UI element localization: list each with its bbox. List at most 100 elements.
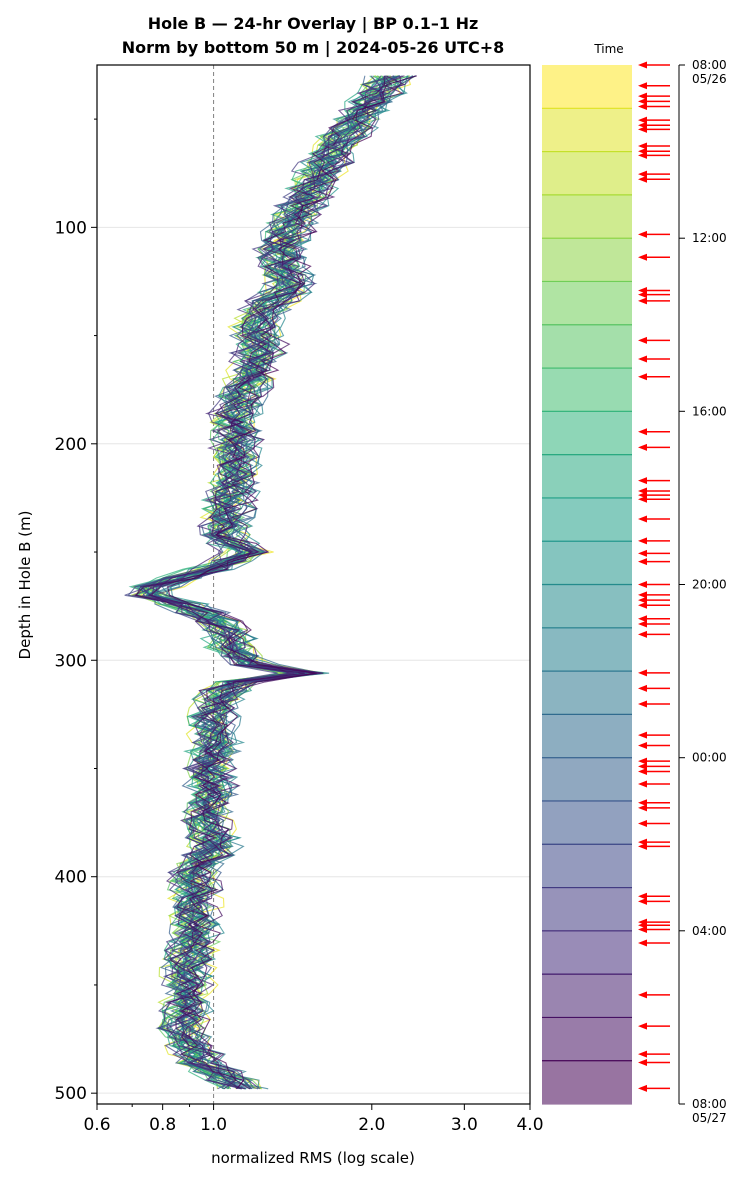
event-arrowhead [638, 1058, 647, 1066]
plot-frame [96, 64, 531, 1105]
series-line [135, 75, 402, 1090]
colorbar-band [542, 194, 632, 239]
event-arrowhead [638, 819, 647, 827]
y-tick-label: 300 [55, 651, 87, 671]
colorbar: 08:0005/2612:0016:0020:0000:0004:0008:00… [542, 58, 727, 1125]
event-arrowhead [638, 757, 647, 765]
colorbar-band [542, 930, 632, 975]
event-arrowhead [638, 253, 647, 261]
colorbar-label: Time [593, 42, 623, 56]
event-arrowhead [638, 591, 647, 599]
colorbar-band [542, 887, 632, 932]
y-tick-label: 100 [55, 218, 87, 238]
y-tick-label: 200 [55, 435, 87, 455]
event-arrowhead [638, 151, 647, 159]
colorbar-band [542, 65, 632, 109]
x-tick-label: 0.6 [83, 1115, 110, 1135]
event-arrowhead [638, 780, 647, 788]
event-arrowhead [638, 125, 647, 133]
event-arrowhead [638, 82, 647, 90]
time-tick-date: 05/27 [692, 1111, 727, 1125]
event-arrowhead [638, 175, 647, 183]
time-tick-label: 00:00 [692, 751, 727, 765]
event-arrowhead [638, 596, 647, 604]
event-arrowhead [638, 768, 647, 776]
colorbar-band [542, 671, 632, 715]
event-arrowhead [638, 1084, 647, 1092]
colorbar-band [542, 151, 632, 196]
event-arrowhead [638, 428, 647, 436]
event-arrowhead [638, 892, 647, 900]
x-axis-label: normalized RMS (log scale) [211, 1149, 415, 1167]
colorbar-band [542, 974, 632, 1019]
event-arrowhead [638, 799, 647, 807]
colorbar-band [542, 281, 632, 326]
time-tick-label: 20:00 [692, 578, 727, 592]
time-tick-label: 12:00 [692, 231, 727, 245]
colorbar-band [542, 1060, 632, 1105]
event-arrowhead [638, 939, 647, 947]
event-arrowhead [638, 1050, 647, 1058]
y-axis-label: Depth in Hole B (m) [16, 511, 34, 660]
event-arrowhead [638, 630, 647, 638]
event-arrowhead [638, 581, 647, 588]
x-tick-label: 2.0 [358, 1115, 385, 1135]
chart-title-line2: Norm by bottom 50 m | 2024-05-26 UTC+8 [122, 38, 505, 58]
time-tick-date: 05/26 [692, 72, 727, 86]
event-arrowhead [638, 897, 647, 905]
event-arrowhead [638, 230, 647, 238]
event-arrowhead [638, 762, 647, 770]
event-arrowhead [638, 1022, 647, 1030]
event-arrowhead [638, 443, 647, 451]
event-arrowhead [638, 537, 647, 545]
colorbar-band [542, 800, 632, 845]
colorbar-band [542, 454, 632, 499]
event-arrowhead [638, 549, 647, 557]
colorbar-band [542, 238, 632, 283]
event-arrowhead [638, 684, 647, 692]
event-arrowhead [638, 804, 647, 812]
colorbar-band [542, 1017, 632, 1062]
event-arrowhead [638, 477, 647, 485]
event-arrowhead [638, 925, 647, 933]
time-tick-label: 04:00 [692, 924, 727, 938]
y-tick-label: 400 [55, 868, 87, 888]
event-arrowhead [638, 558, 647, 566]
chart-title-line1: Hole B — 24-hr Overlay | BP 0.1–1 Hz [148, 14, 479, 34]
time-tick-label: 08:00 [692, 58, 727, 72]
series-line [166, 75, 417, 1090]
event-arrowhead [638, 170, 647, 178]
event-arrowhead [638, 991, 647, 999]
event-arrowhead [638, 291, 647, 299]
colorbar-band [542, 844, 632, 889]
event-arrowhead [638, 669, 647, 677]
colorbar-band [542, 541, 632, 586]
plot-area: 100 200 300 400 500 0.6 0.8 1.0 2.0 3.0 4.0 [55, 64, 544, 1135]
colorbar-band [542, 108, 632, 153]
event-arrowhead [638, 97, 647, 105]
event-arrowhead [638, 116, 647, 124]
event-arrowhead [638, 103, 647, 111]
time-tick-label: 08:00 [692, 1097, 727, 1111]
x-tick-label: 4.0 [516, 1115, 543, 1135]
event-arrowhead [638, 615, 647, 623]
event-arrowhead [638, 373, 647, 381]
x-tick-label: 3.0 [451, 1115, 478, 1135]
colorbar-band [542, 368, 632, 412]
series-line [150, 75, 406, 1090]
event-arrowhead [638, 620, 647, 628]
event-arrowhead [638, 297, 647, 305]
y-tick-label: 500 [55, 1084, 87, 1104]
event-arrowhead [638, 355, 647, 363]
x-tick-label: 1.0 [200, 1115, 227, 1135]
event-arrowhead [638, 142, 647, 150]
series-line [134, 75, 386, 1090]
event-arrowhead [638, 61, 647, 69]
colorbar-band [542, 584, 632, 629]
colorbar-band [542, 497, 632, 542]
event-arrowhead [638, 742, 647, 750]
event-arrowhead [638, 842, 647, 850]
x-tick-label: 0.8 [149, 1115, 176, 1135]
